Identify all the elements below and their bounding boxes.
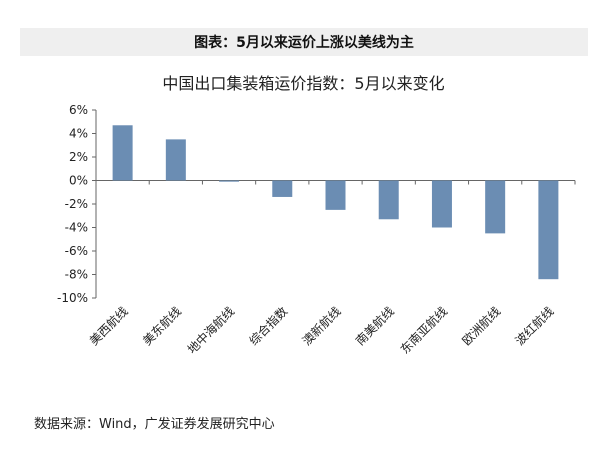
bar — [538, 180, 559, 280]
bar — [378, 180, 399, 220]
x-tick-label: 美西航线 — [86, 304, 131, 349]
y-tick-label: 4% — [69, 127, 88, 141]
figure-header: 图表：5月以来运价上涨以美线为主 — [20, 28, 588, 56]
y-tick-label: -2% — [65, 197, 88, 211]
source-note: 数据来源：Wind，广发证券发展研究中心 — [34, 417, 275, 432]
x-tick-label: 欧洲航线 — [459, 304, 504, 349]
bar — [431, 180, 452, 228]
bar — [485, 180, 506, 234]
figure-label: 图表：5月以来运价上涨以美线为主 — [194, 35, 414, 51]
x-tick-label: 东南亚航线 — [397, 304, 450, 357]
y-tick-label: -10% — [57, 291, 88, 305]
x-tick-label: 地中海航线 — [184, 304, 237, 357]
bar — [165, 139, 186, 181]
y-tick-label: -4% — [65, 221, 88, 235]
y-tick-label: 2% — [69, 150, 88, 164]
y-tick-label: -6% — [65, 244, 88, 258]
bar — [325, 180, 346, 210]
bar — [112, 125, 133, 181]
chart-title: 中国出口集装箱运价指数：5月以来变化 — [162, 74, 445, 93]
x-tick-label: 澳新航线 — [299, 304, 344, 349]
y-tick-label: -8% — [65, 268, 88, 282]
y-tick-label: 0% — [69, 174, 88, 188]
x-tick-label: 美东航线 — [139, 304, 184, 349]
x-tick-label: 综合指数 — [246, 304, 291, 349]
x-tick-label: 南美航线 — [352, 304, 397, 349]
y-tick-label: 6% — [69, 103, 88, 117]
bar — [272, 180, 293, 197]
x-tick-label: 波红航线 — [512, 304, 557, 349]
bar — [219, 180, 240, 182]
